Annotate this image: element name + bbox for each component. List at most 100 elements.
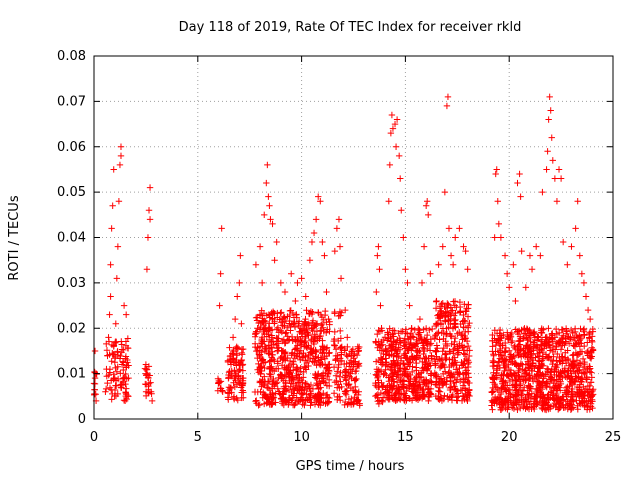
data-point <box>433 381 440 389</box>
data-point <box>493 166 500 173</box>
data-point <box>337 344 344 352</box>
data-point <box>423 331 431 339</box>
data-point <box>266 365 273 373</box>
data-point <box>383 358 390 366</box>
data-point <box>117 143 125 150</box>
data-point <box>111 392 118 400</box>
data-point <box>506 284 513 291</box>
data-point <box>294 342 301 349</box>
data-point <box>425 385 433 392</box>
data-point <box>238 320 245 327</box>
data-point <box>375 243 382 250</box>
data-point <box>458 362 466 369</box>
data-point <box>532 243 540 250</box>
data-point <box>514 406 521 413</box>
data-point <box>499 380 506 387</box>
data-point <box>535 377 543 385</box>
data-point <box>283 329 290 336</box>
data-point <box>574 198 581 205</box>
data-point <box>141 365 149 372</box>
data-point <box>545 116 552 123</box>
data-point <box>105 371 112 379</box>
data-point <box>444 396 452 403</box>
data-point <box>496 401 503 408</box>
data-point <box>489 406 496 413</box>
data-point <box>300 349 307 357</box>
data-point <box>306 310 313 317</box>
data-point <box>277 279 285 287</box>
data-point <box>535 357 542 364</box>
data-point <box>528 330 536 337</box>
data-point <box>335 216 343 223</box>
data-point <box>507 333 514 341</box>
data-point <box>439 325 447 332</box>
data-point <box>338 383 345 391</box>
data-point <box>294 279 301 287</box>
data-point <box>389 125 397 132</box>
data-point <box>447 252 455 259</box>
data-point <box>589 338 596 346</box>
y-axis-label: ROTI / TECUs <box>7 195 22 280</box>
data-point <box>337 397 344 404</box>
data-point <box>526 385 533 392</box>
data-point <box>397 175 404 182</box>
data-point <box>553 385 560 392</box>
data-point <box>271 256 278 264</box>
data-point <box>488 388 495 396</box>
data-point <box>461 385 469 392</box>
data-point <box>309 385 317 393</box>
data-point <box>301 401 308 409</box>
data-point <box>583 365 591 372</box>
data-point <box>453 361 460 369</box>
data-point <box>432 331 439 339</box>
data-point <box>494 198 501 205</box>
data-point <box>574 402 581 409</box>
data-point <box>439 243 446 250</box>
data-point <box>543 166 550 173</box>
data-point <box>279 348 286 355</box>
data-point <box>400 350 408 358</box>
y-tick-label: 0.03 <box>57 276 86 291</box>
data-point <box>558 395 565 403</box>
data-point <box>546 93 553 101</box>
data-point <box>305 342 312 349</box>
data-point <box>575 362 582 369</box>
data-point <box>258 334 266 341</box>
data-point <box>406 302 413 309</box>
data-point <box>331 247 339 255</box>
data-point <box>489 331 496 339</box>
data-point <box>273 326 280 333</box>
data-point <box>374 330 381 338</box>
data-point <box>335 381 342 388</box>
data-point <box>238 356 246 364</box>
data-point <box>302 396 309 404</box>
data-point <box>317 402 324 409</box>
data-point <box>390 383 398 390</box>
data-point <box>290 390 298 397</box>
data-point <box>117 370 124 377</box>
data-point <box>268 309 275 317</box>
data-point <box>260 359 267 367</box>
data-point <box>464 397 471 405</box>
data-point <box>495 220 503 228</box>
data-point <box>489 343 496 350</box>
data-point <box>570 342 577 349</box>
data-point <box>419 344 427 351</box>
data-point <box>554 350 561 358</box>
data-point <box>446 363 453 371</box>
data-point <box>515 387 523 394</box>
data-point <box>410 334 417 341</box>
data-point <box>460 376 468 383</box>
data-point <box>113 275 121 282</box>
data-point <box>385 198 392 205</box>
data-point <box>404 279 411 287</box>
data-point <box>315 385 322 392</box>
data-point <box>319 238 326 246</box>
data-point <box>289 401 297 409</box>
data-point <box>303 307 310 314</box>
data-point <box>403 387 410 395</box>
data-point <box>518 326 525 334</box>
data-point <box>300 374 307 381</box>
data-point <box>423 340 430 347</box>
